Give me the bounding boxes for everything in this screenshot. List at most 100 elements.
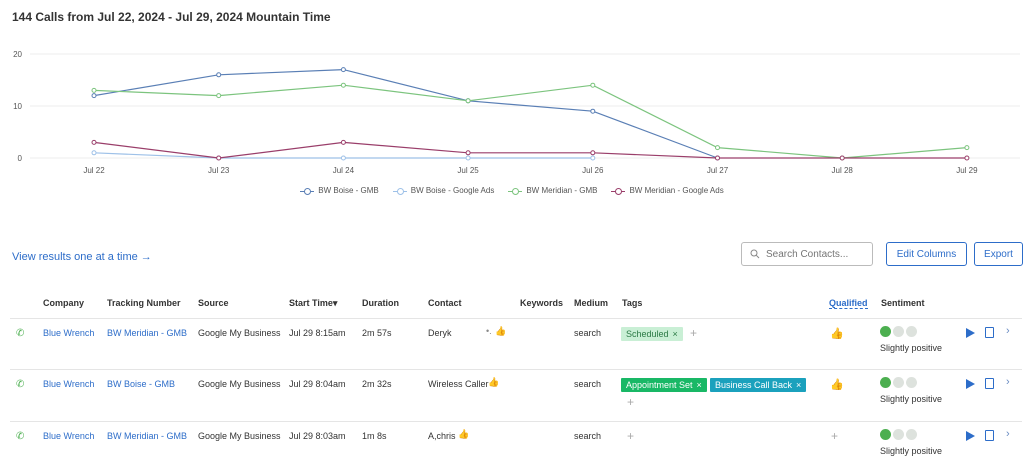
add-tag-icon[interactable]: + [627,429,635,443]
edit-columns-button[interactable]: Edit Columns [886,242,967,266]
transcript-icon[interactable] [985,378,994,389]
source-cell: Google My Business [198,431,281,441]
add-tag-icon[interactable]: + [627,395,635,409]
page-title: 144 Calls from Jul 22, 2024 - Jul 29, 20… [12,10,331,24]
export-button[interactable]: Export [974,242,1023,266]
tracking-number-link[interactable]: BW Meridian - GMB [107,328,188,338]
column-header-medium[interactable]: Medium [574,298,609,308]
frown-face-icon [906,326,917,337]
data-point [964,155,970,161]
data-point [91,93,97,99]
tag-label: Scheduled [626,329,669,339]
smile-face-icon [880,326,891,337]
start-time-cell: Jul 29 8:04am [289,379,346,389]
legend-label: BW Boise - GMB [318,186,379,195]
legend-item-bw-meridian-gmb[interactable]: BW Meridian - GMB [508,186,597,195]
legend-marker-icon [300,187,315,195]
thumbs-up-icon[interactable]: 👍 [488,377,500,387]
view-one-at-a-time-link[interactable]: View results one at a time → [12,251,152,263]
sentiment-label: Slightly positive [880,446,943,456]
column-header-start-time[interactable]: Start Time▾ [289,298,338,308]
chevron-right-icon[interactable]: › [1006,325,1010,337]
remove-tag-icon[interactable]: × [796,380,802,390]
column-header-tracking-number[interactable]: Tracking Number [107,298,181,308]
company-link[interactable]: Blue Wrench [43,431,95,441]
x-tick-label: Jul 26 [582,166,604,175]
search-contacts-input[interactable] [766,248,866,260]
legend-item-bw-meridian-google-ads[interactable]: BW Meridian - Google Ads [611,186,724,195]
column-header-keywords[interactable]: Keywords [520,298,564,308]
series-line [93,68,718,159]
contact-cell[interactable]: Wireless Caller [428,379,489,389]
play-recording-icon[interactable] [966,328,975,338]
incoming-call-icon: ✆ [16,379,25,390]
transcript-icon[interactable] [985,430,994,441]
data-point [340,82,346,88]
company-link[interactable]: Blue Wrench [43,379,95,389]
data-point [590,150,596,156]
legend-item-bw-boise-google-ads[interactable]: BW Boise - Google Ads [392,186,495,195]
qualified-thumbs-up-icon[interactable]: 👍 [830,328,844,340]
legend-marker-icon [611,187,626,195]
data-point [465,150,471,156]
calls-line-chart: 0 10 20 Jul 22 Jul 23 Jul 24 Jul 25 Jul 26 Jul 2… [13,50,1020,175]
start-time-cell: Jul 29 8:03am [289,431,346,441]
column-header-duration[interactable]: Duration [362,298,399,308]
tag-label: Appointment Set [626,380,693,390]
tracking-number-link[interactable]: BW Boise - GMB [107,379,176,389]
play-recording-icon[interactable] [966,379,975,389]
sentiment-label: Slightly positive [880,394,943,404]
chevron-right-icon[interactable]: › [1006,428,1010,440]
tag-scheduled[interactable]: Scheduled × [621,327,683,341]
tag-business-call-back[interactable]: Business Call Back × [710,378,807,392]
data-point [340,155,346,161]
duration-cell: 2m 57s [362,328,392,338]
add-qualified-icon[interactable]: + [831,429,839,443]
legend-marker-icon [508,187,523,195]
add-tag-icon[interactable]: + [690,326,698,340]
thumbs-up-icon[interactable]: 👍 [495,326,507,336]
remove-tag-icon[interactable]: × [696,380,702,390]
data-point [91,150,97,156]
column-header-source[interactable]: Source [198,298,229,308]
column-header-contact[interactable]: Contact [428,298,462,308]
chart-legend: BW Boise - GMB BW Boise - Google Ads BW … [0,186,1024,195]
play-recording-icon[interactable] [966,431,975,441]
column-header-tags[interactable]: Tags [622,298,643,308]
sentiment-faces [880,429,919,442]
medium-cell: search [574,431,602,441]
data-point [590,108,596,114]
x-tick-label: Jul 22 [83,166,105,175]
contact-cell[interactable]: Deryk [428,328,452,338]
company-link[interactable]: Blue Wrench [43,328,95,338]
data-point [340,67,346,73]
remove-tag-icon[interactable]: × [672,329,678,339]
tracking-number-link[interactable]: BW Meridian - GMB [107,431,188,441]
y-tick-label: 20 [13,50,22,59]
row-divider [10,369,1022,370]
thumbs-up-icon[interactable]: 👍 [458,429,470,439]
legend-item-bw-boise-gmb[interactable]: BW Boise - GMB [300,186,379,195]
column-header-qualified[interactable]: Qualified [829,298,868,309]
neutral-face-icon [893,326,904,337]
medium-cell: search [574,328,602,338]
data-point [715,155,720,161]
data-point [964,145,970,151]
qualified-thumbs-up-icon[interactable]: 👍 [830,379,844,391]
legend-label: BW Boise - Google Ads [410,186,495,195]
x-tick-label: Jul 29 [956,166,978,175]
data-point [839,155,845,161]
contact-cell[interactable]: A,chris [428,431,456,441]
column-header-company[interactable]: Company [43,298,85,308]
search-contacts-box[interactable] [741,242,873,266]
transcript-icon[interactable] [985,327,994,338]
data-point [91,87,97,93]
tag-appointment-set[interactable]: Appointment Set × [621,378,707,392]
data-point [340,139,346,145]
series-line [93,84,967,159]
legend-marker-icon [392,187,407,195]
duration-cell: 2m 32s [362,379,392,389]
column-header-sentiment[interactable]: Sentiment [881,298,925,308]
x-tick-label: Jul 23 [208,166,230,175]
chevron-right-icon[interactable]: › [1006,376,1010,388]
